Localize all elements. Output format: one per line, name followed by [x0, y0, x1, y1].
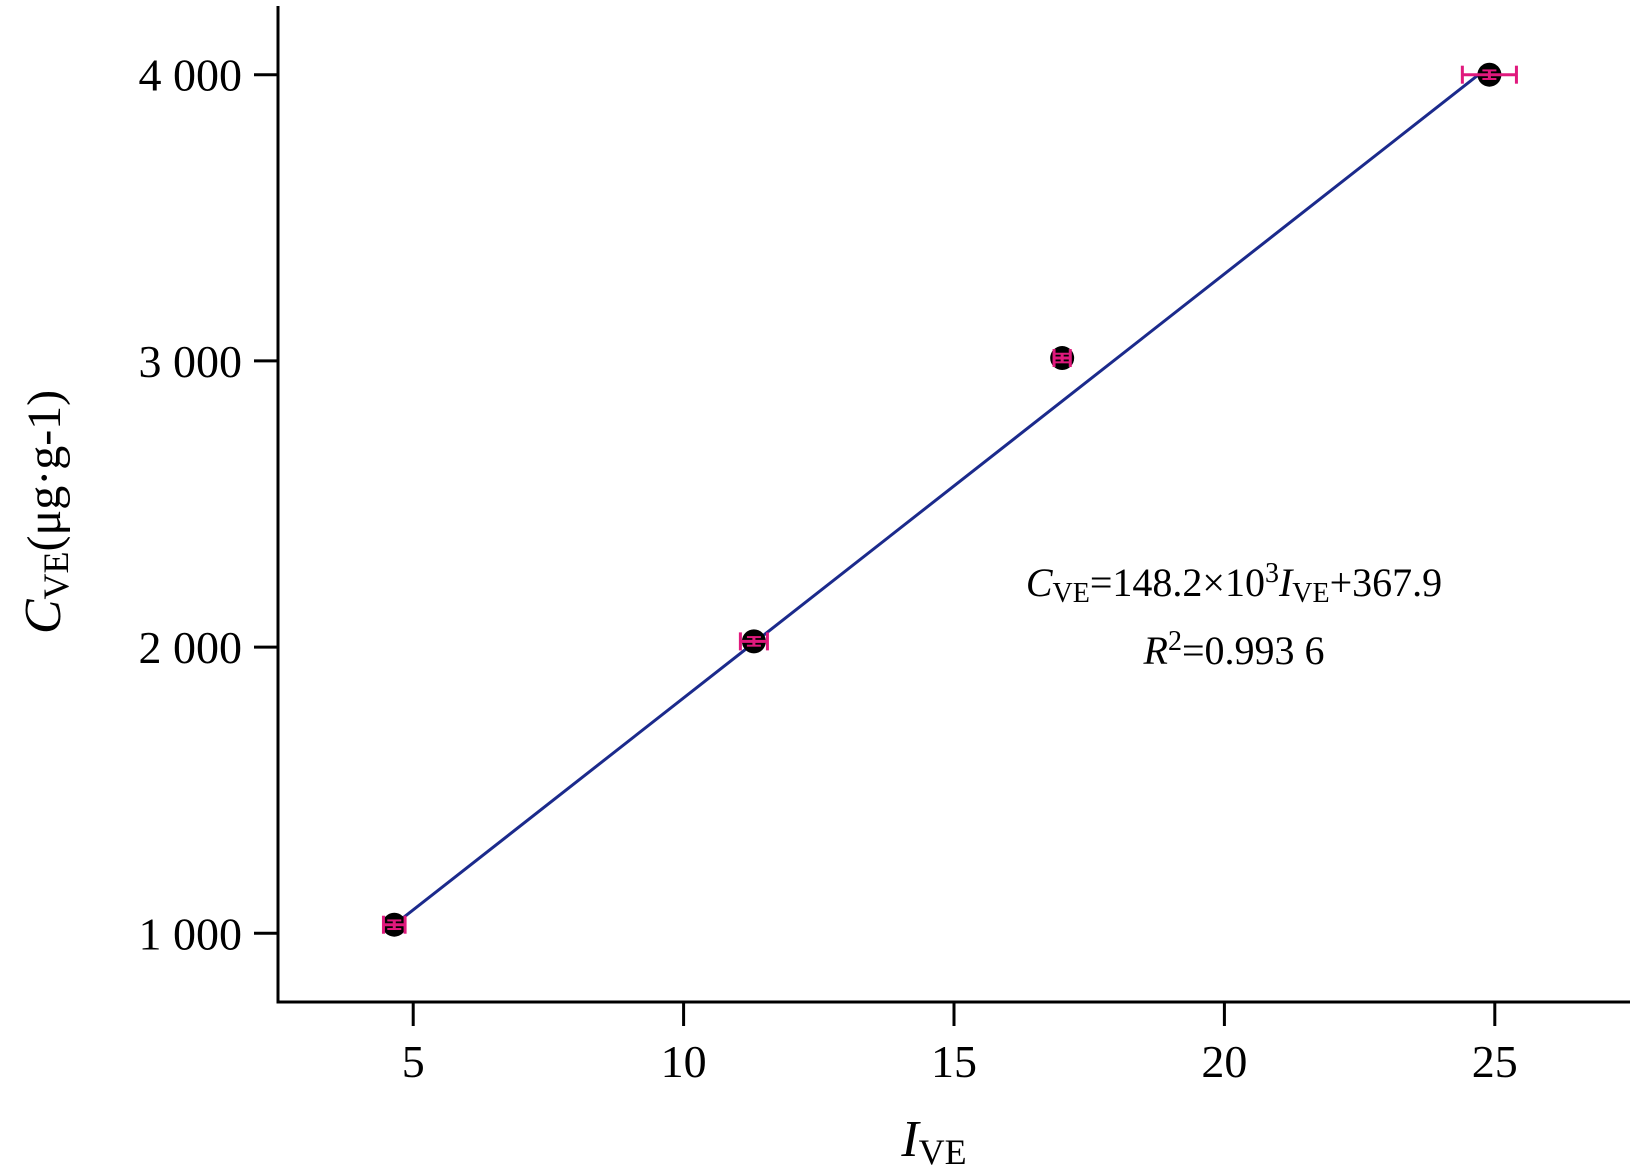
r-val: =0.993 6 — [1182, 628, 1325, 673]
y-axis-title-sub: VE — [36, 551, 76, 599]
x-ticks: 5 10 15 20 25 — [402, 1002, 1518, 1087]
y-axis-title: CVE(μg·g-1) — [15, 390, 76, 634]
x-tick-label: 15 — [931, 1036, 977, 1087]
eq-i-sub: VE — [1292, 578, 1329, 609]
eq-end: +367.9 — [1330, 560, 1443, 605]
x-tick-label: 20 — [1201, 1036, 1247, 1087]
x-tick-label: 25 — [1472, 1036, 1518, 1087]
y-tick-label: 4 000 — [139, 50, 243, 101]
eq-c-sub: VE — [1053, 578, 1090, 609]
eq-mid: =148.2×10 — [1090, 560, 1265, 605]
r-squared-annotation: R2=0.993 6 — [1143, 626, 1325, 673]
r-r: R — [1143, 628, 1168, 673]
y-tick-label: 2 000 — [139, 622, 243, 673]
x-axis-title-main: I — [900, 1111, 921, 1168]
eq-sup: 3 — [1265, 558, 1279, 589]
x-axis-title: IVE — [900, 1111, 966, 1172]
equation-annotation: CVE=148.2×103IVE+367.9 — [1026, 558, 1442, 609]
y-tick-label: 1 000 — [139, 908, 243, 959]
y-tick-label: 3 000 — [139, 336, 243, 387]
x-tick-label: 5 — [402, 1036, 425, 1087]
r-sup: 2 — [1168, 626, 1182, 657]
eq-c: C — [1026, 560, 1054, 605]
axes — [276, 6, 1630, 1004]
y-ticks: 1 000 2 000 3 000 4 000 — [139, 50, 278, 959]
eq-i: I — [1278, 560, 1294, 605]
y-axis-title-unit: (μg·g-1) — [18, 390, 71, 552]
x-tick-label: 10 — [661, 1036, 707, 1087]
fit-line — [393, 73, 1480, 926]
x-axis-title-sub: VE — [919, 1132, 967, 1172]
data-points — [381, 62, 1518, 937]
y-axis-title-main: C — [15, 598, 72, 634]
